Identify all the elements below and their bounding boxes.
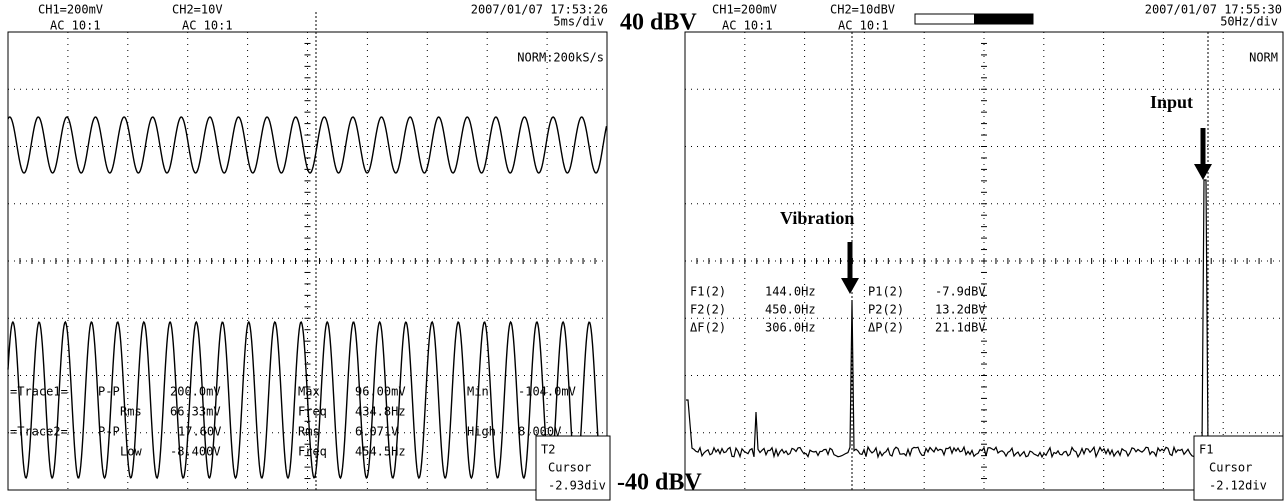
ch1-coupling: AC 10:1 [50,19,101,33]
cursor-name: T2 [541,443,555,457]
ch2: CH2=10V [172,3,223,17]
measurement: Rms [298,425,320,439]
screen-border [684,31,1284,491]
measurement: Freq [298,445,327,459]
measurement: Low [120,445,142,459]
measurement: 66.33mV [170,405,221,419]
spectrum [686,179,1283,459]
measurement: P-P [98,385,120,399]
ch2: CH2=10dBV [830,3,895,17]
ch1: CH1=200mV [712,3,777,17]
measurement: Freq [298,405,327,419]
measurement: -104.0mV [518,385,576,399]
measurement: Max [298,385,320,399]
measurement: Min [467,385,489,399]
measurement: 200.0mV [170,385,221,399]
measurement: High [467,425,496,439]
cursor-value: -2.12div [1209,479,1267,493]
arrow-head [841,278,859,294]
timebase: 50Hz/div [1220,15,1278,29]
arrow-head [1194,164,1212,180]
measurement: ΔF(2) [690,321,726,335]
trace1 [7,116,608,174]
trace2 [7,320,608,480]
annotation: Vibration [780,208,854,228]
measurement: 6.071V [355,425,398,439]
ch1-coupling: AC 10:1 [722,19,773,33]
measurement: 96.00mV [355,385,406,399]
measurement: 17.60V [178,425,221,439]
cursor-value: -2.93div [548,479,606,493]
timebase: 5ms/div [553,15,604,29]
measurement: -8.400V [170,445,221,459]
annotation: Input [1150,92,1193,112]
cursor-label: Cursor [1209,461,1252,475]
cursor-box [535,435,611,501]
mode: NORM [1249,51,1278,65]
arrow-shaft [1200,128,1206,166]
ch2-coupling: AC 10:1 [182,19,233,33]
measurement: -7.9dBV [935,285,986,299]
cursor-name: F1 [1199,443,1213,457]
measurement: ΔP(2) [868,321,904,335]
scale-label: 40 dBV [620,10,697,36]
measurement: F2(2) [690,303,726,317]
measurement: 450.0Hz [765,303,816,317]
measurement: P-P [98,425,120,439]
measurement: P1(2) [868,285,904,299]
measurement: 454.5Hz [355,445,406,459]
measurement: F1(2) [690,285,726,299]
ch2-coupling: AC 10:1 [838,19,889,33]
layout [7,12,1284,491]
measurement: 8.000V [518,425,561,439]
datetime: 2007/01/07 17:53:26 [471,3,608,17]
measurement: =Trace2= [10,425,68,439]
measurement: 21.1dBV [935,321,986,335]
arrow-shaft [847,242,853,280]
measurement: 434.8Hz [355,405,406,419]
record-bar-fill [974,14,1033,24]
screen-border [7,31,608,491]
datetime: 2007/01/07 17:55:30 [1145,3,1282,17]
ch1: CH1=200mV [38,3,103,17]
measurement: =Trace1= [10,385,68,399]
cursor-label: Cursor [548,461,591,475]
measurement: 13.2dBV [935,303,986,317]
measurement: P2(2) [868,303,904,317]
measurement: 144.0Hz [765,285,816,299]
measurement: 306.0Hz [765,321,816,335]
cursor-box [1193,435,1284,501]
measurement: Rms [120,405,142,419]
scale-label: -40 dBV [617,470,702,496]
mode: NORM:200kS/s [517,51,604,65]
